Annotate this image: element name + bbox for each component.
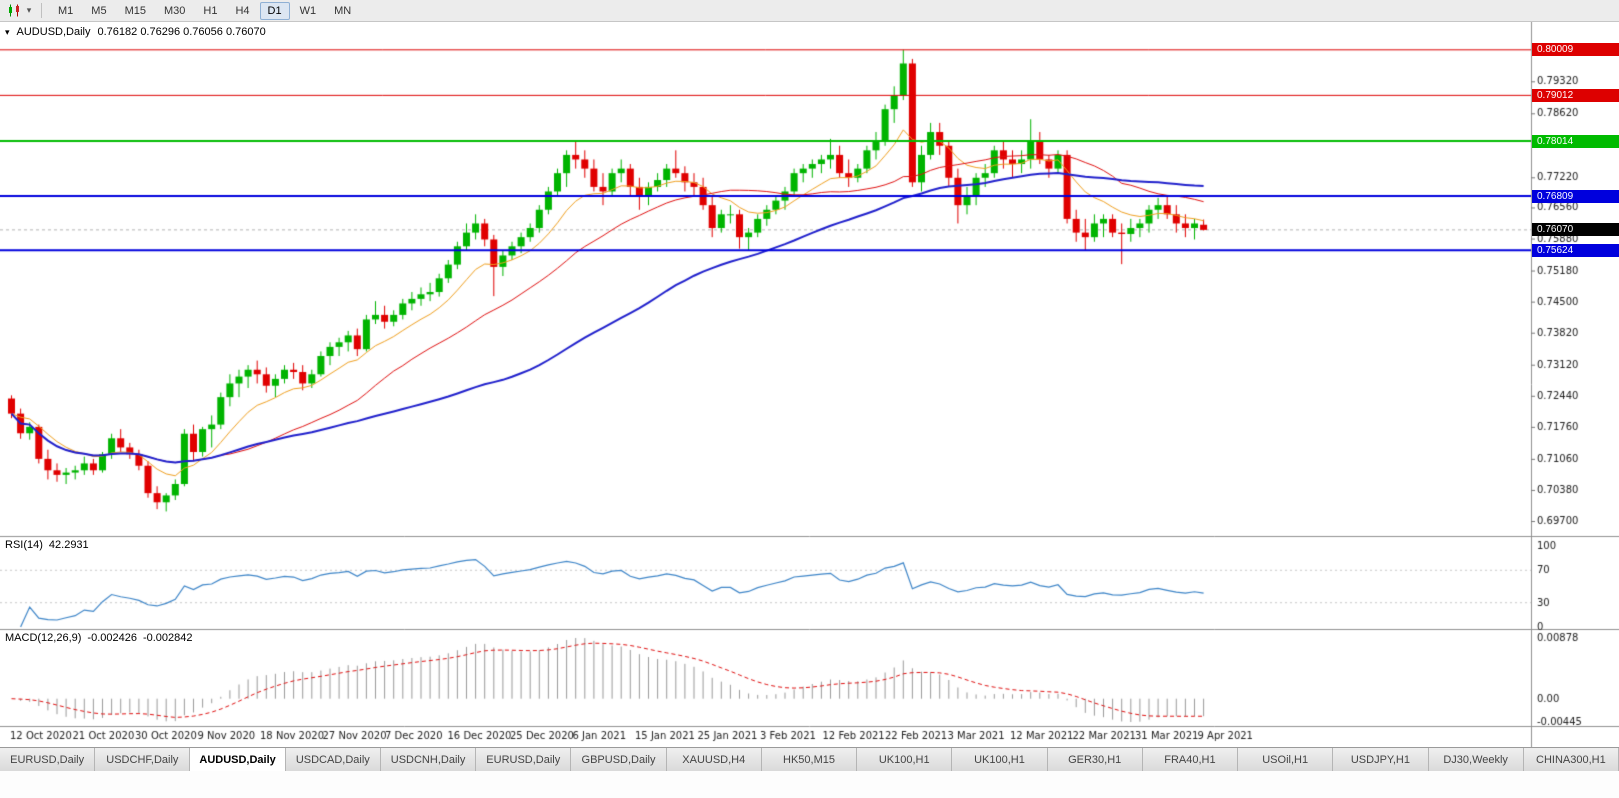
bottom-filler — [0, 771, 1619, 798]
rsi-value: 42.2931 — [48, 539, 89, 551]
chart-tab-usoil-h1[interactable]: USOil,H1 — [1238, 748, 1334, 771]
chart-tab-uk100-h1[interactable]: UK100,H1 — [952, 748, 1048, 771]
macd-indicator-label: MACD(12,26,9) -0.002426 -0.002842 — [5, 632, 193, 644]
macd-name: MACD(12,26,9) — [5, 632, 82, 644]
timeframe-button-group: M1 M5 M15 M30 H1 H4 D1 W1 MN — [49, 1, 360, 20]
candlestick-chart-type-icon[interactable] — [4, 2, 24, 20]
price-level-tag-0.78014: 0.78014 — [1532, 134, 1619, 148]
chart-tab-usdchf-daily[interactable]: USDCHF,Daily — [95, 748, 191, 771]
timeframe-m1[interactable]: M1 — [58, 4, 74, 17]
chart-tab-dj30-weekly[interactable]: DJ30,Weekly — [1428, 748, 1524, 771]
chart-window: ▾ AUDUSD,Daily 0.76182 0.76296 0.76056 0… — [0, 22, 1619, 747]
price-level-tag-0.75624: 0.75624 — [1532, 243, 1619, 257]
price-level-tag-0.76809: 0.76809 — [1532, 189, 1619, 203]
timeframe-m5[interactable]: M5 — [91, 4, 107, 17]
price-chart-canvas[interactable] — [0, 22, 1619, 747]
chart-tab-usdcad-daily[interactable]: USDCAD,Daily — [285, 748, 381, 771]
chart-tab-usdjpy-h1[interactable]: USDJPY,H1 — [1333, 748, 1429, 771]
price-level-tag-0.79012: 0.79012 — [1532, 88, 1619, 102]
timeframe-h4[interactable]: H4 — [235, 4, 250, 17]
chart-ohlc-label: 0.76182 0.76296 0.76056 0.76070 — [97, 26, 266, 38]
macd-main-value: -0.002426 — [87, 632, 137, 644]
chart-title: ▾ AUDUSD,Daily 0.76182 0.76296 0.76056 0… — [5, 26, 266, 38]
chart-tab-fra40-h1[interactable]: FRA40,H1 — [1142, 748, 1239, 771]
chart-tab-eurusd-daily[interactable]: EURUSD,Daily — [476, 748, 572, 771]
chart-tab-hk50-m15[interactable]: HK50,M15 — [761, 748, 858, 771]
chart-type-dropdown-icon[interactable]: ▾ — [26, 5, 32, 15]
chart-tab-bar: EURUSD,Daily USDCHF,Daily AUDUSD,Daily USDC… — [0, 747, 1619, 771]
chart-tab-usdcnh-daily[interactable]: USDCNH,Daily — [380, 748, 477, 771]
timeframe-m30[interactable]: M30 — [163, 4, 186, 17]
chart-tab-uk100-h1[interactable]: UK100,H1 — [857, 748, 953, 771]
price-level-tag-0.80009: 0.80009 — [1532, 43, 1619, 57]
timeframe-w1[interactable]: W1 — [299, 4, 317, 17]
chart-tab-eurusd-daily[interactable]: EURUSD,Daily — [0, 748, 96, 771]
current-price-tag: 0.76070 — [1532, 223, 1619, 237]
toolbar-separator — [41, 3, 42, 18]
timeframe-m15[interactable]: M15 — [124, 4, 146, 17]
chart-tab-gbpusd-daily[interactable]: GBPUSD,Daily — [571, 748, 667, 771]
chart-tab-xauusd-h4[interactable]: XAUUSD,H4 — [666, 748, 762, 771]
top-toolbar: ▾ M1 M5 M15 M30 H1 H4 D1 W1 MN — [0, 0, 1619, 22]
chart-tab-ger30-h1[interactable]: GER30,H1 — [1047, 748, 1143, 771]
chart-symbol-label: AUDUSD,Daily — [16, 26, 91, 38]
rsi-indicator-label: RSI(14) 42.2931 — [5, 539, 89, 551]
rsi-name: RSI(14) — [5, 539, 43, 551]
timeframe-h1[interactable]: H1 — [203, 4, 218, 17]
macd-signal-value: -0.002842 — [142, 632, 193, 644]
chart-tab-audusd-daily[interactable]: AUDUSD,Daily — [190, 748, 286, 771]
timeframe-d1[interactable]: D1 — [259, 1, 290, 20]
chart-collapse-icon[interactable]: ▾ — [5, 26, 10, 37]
timeframe-mn[interactable]: MN — [334, 4, 352, 17]
chart-tab-china300-h1[interactable]: CHINA300,H1 — [1523, 748, 1619, 771]
